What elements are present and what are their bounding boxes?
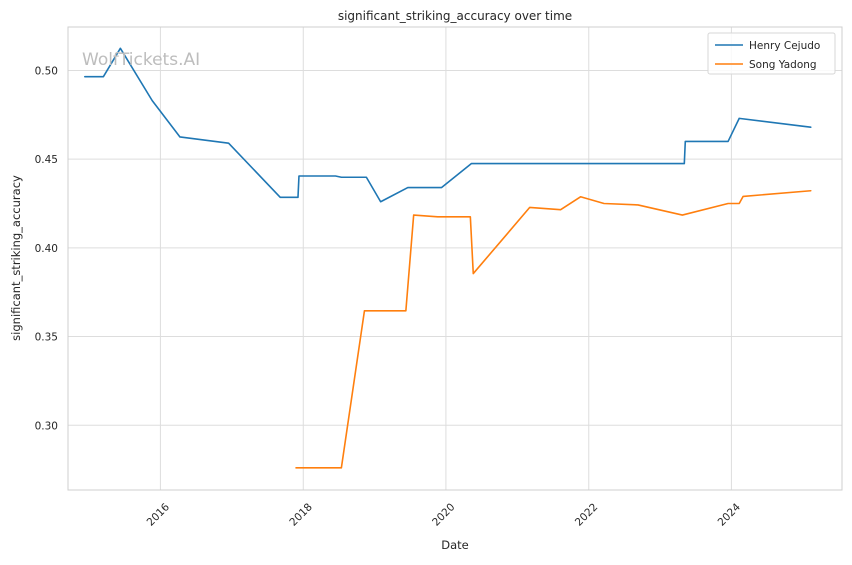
watermark-text: WolfTickets.AI — [82, 50, 200, 70]
legend-label-song-yadong: Song Yadong — [749, 59, 817, 71]
series-lines — [84, 47, 812, 469]
grid-lines — [68, 27, 842, 490]
y-tick-label-2: 0.40 — [35, 243, 58, 255]
y-tick-label-3: 0.45 — [35, 154, 58, 166]
legend: Henry Cejudo Song Yadong — [707, 32, 836, 75]
chart-title: significant_striking_accuracy over time — [338, 9, 572, 23]
series-line-song-yadong — [295, 189, 812, 469]
plot-area-border — [67, 26, 843, 491]
x-axis-label: Date — [441, 538, 469, 552]
y-axis-label: significant_striking_accuracy — [9, 175, 23, 341]
y-tick-label-4: 0.50 — [35, 65, 58, 77]
legend-label-henry-cejudo: Henry Cejudo — [749, 40, 820, 52]
series-line-henry-cejudo — [84, 47, 812, 203]
y-tick-label-0: 0.30 — [35, 420, 58, 432]
y-tick-label-1: 0.35 — [35, 332, 58, 344]
